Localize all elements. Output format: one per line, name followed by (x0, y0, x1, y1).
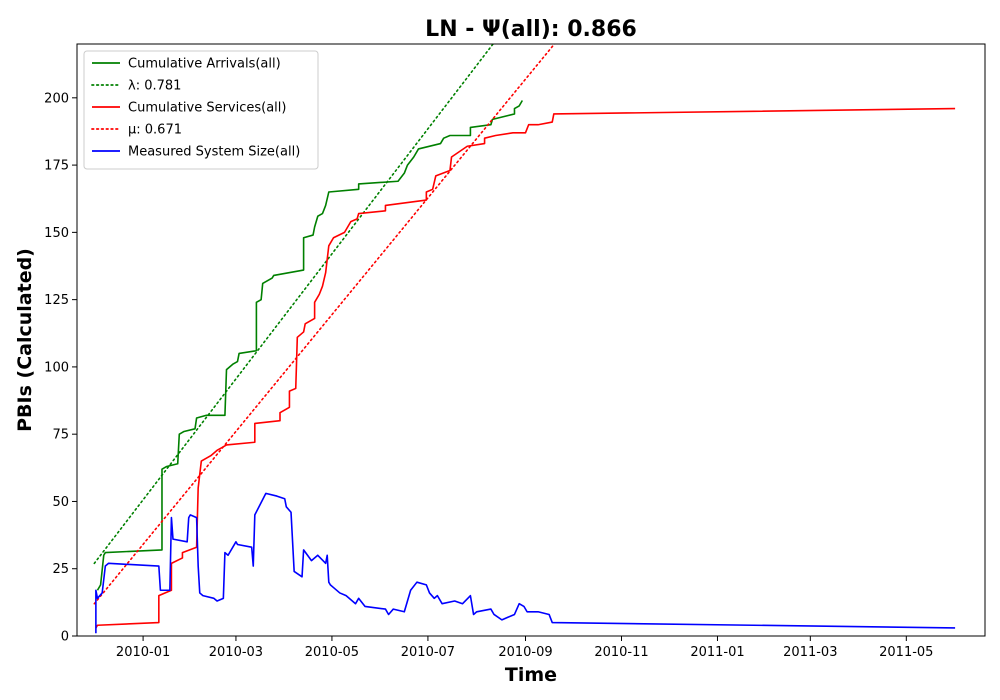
x-axis-label: Time (505, 664, 557, 686)
x-tick-label-2: 2010-05 (305, 645, 359, 660)
chart-title: LN - Ψ(all): 0.866 (425, 17, 637, 42)
legend-label-2: Cumulative Services(all) (128, 101, 286, 116)
series-line-3 (93, 44, 556, 605)
y-tick-label-7: 175 (44, 159, 69, 174)
legend-label-3: μ: 0.671 (128, 123, 182, 138)
y-tick-label-0: 0 (61, 630, 69, 645)
plot-frame (76, 43, 986, 637)
legend-label-4: Measured System Size(all) (128, 145, 300, 160)
series-line-1 (93, 44, 495, 565)
x-tick-label-5: 2010-11 (594, 645, 648, 660)
series-line-0 (96, 100, 524, 591)
x-tick-label-1: 2010-03 (209, 645, 263, 660)
x-axis: 2010-01 2010-03 2010-05 2010-07 2010-09 2010-… (116, 636, 933, 660)
y-axis-label: PBIs (Calculated) (14, 248, 36, 432)
x-tick-label-6: 2011-01 (690, 645, 744, 660)
y-tick-label-3: 75 (52, 428, 69, 443)
y-tick-label-6: 150 (44, 226, 69, 241)
x-tick-label-0: 2010-01 (116, 645, 170, 660)
y-tick-label-8: 200 (44, 91, 69, 106)
plot-area (93, 44, 956, 634)
legend: Cumulative Arrivals(all) λ: 0.781 Cumulati… (83, 50, 319, 170)
series-line-2 (95, 107, 956, 629)
legend-box (83, 50, 319, 170)
series-line-4 (95, 492, 956, 634)
x-tick-label-8: 2011-05 (879, 645, 933, 660)
y-axis: 0 25 50 75 100 125 150 175 200 (44, 91, 77, 645)
y-tick-label-2: 50 (52, 495, 69, 510)
y-tick-label-1: 25 (52, 562, 69, 577)
legend-label-0: Cumulative Arrivals(all) (128, 57, 281, 72)
x-tick-label-3: 2010-07 (401, 645, 455, 660)
y-tick-label-5: 125 (44, 293, 69, 308)
y-tick-label-4: 100 (44, 360, 69, 375)
legend-label-1: λ: 0.781 (128, 79, 181, 94)
x-tick-label-7: 2011-03 (783, 645, 837, 660)
x-tick-label-4: 2010-09 (498, 645, 552, 660)
